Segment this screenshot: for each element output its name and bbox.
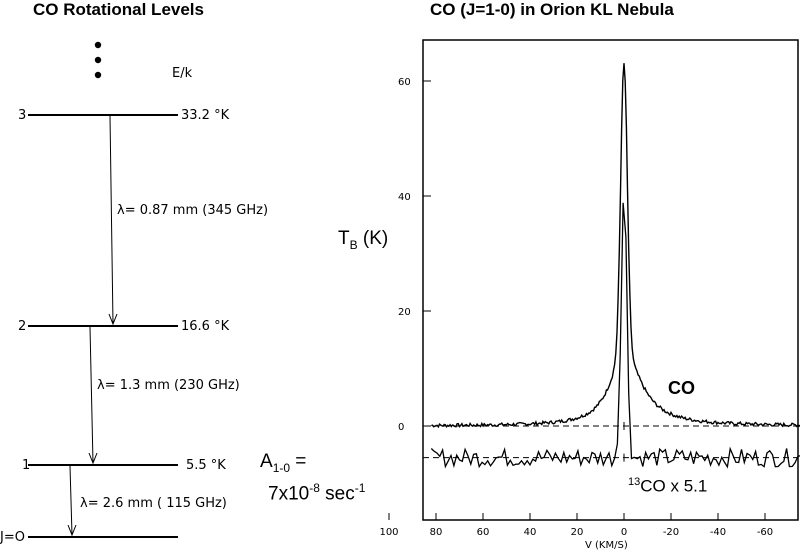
- y-tick-label: 40: [398, 192, 411, 203]
- x-axis-label: V (KM/S): [585, 540, 628, 551]
- arrow-1-0: [67, 465, 77, 537]
- arrow-3-2: [108, 115, 118, 326]
- x-tick-label: -60: [757, 527, 773, 538]
- y-tick-label: 20: [398, 307, 411, 318]
- energy-header: E/k: [172, 66, 193, 81]
- level-j-1: 1: [22, 458, 31, 473]
- x-tick-label: 60: [477, 527, 490, 538]
- x-tick-label: 100: [379, 527, 398, 538]
- transition-label-3-2: λ= 0.87 mm (345 GHz): [117, 203, 269, 218]
- x-tick-label: -40: [710, 527, 726, 538]
- ellipsis-dot: [94, 71, 102, 79]
- level-energy-3: 33.2 °K: [181, 108, 230, 123]
- level-j-0: J=O: [0, 530, 25, 545]
- x-tick-label: 0: [621, 527, 627, 538]
- plot-frame: [422, 39, 799, 521]
- ellipsis-dot: [94, 41, 102, 49]
- x-tick-label: 80: [430, 527, 443, 538]
- transition-label-2-1: λ= 1.3 mm (230 GHz): [97, 378, 240, 393]
- transition-label-1-0: λ= 2.6 mm ( 115 GHz): [80, 496, 227, 511]
- y-axis-label: TB (K): [338, 228, 389, 252]
- x-tick-label: 40: [524, 527, 537, 538]
- co13-series-line: [430, 202, 800, 469]
- x-tick-label: 20: [571, 527, 584, 538]
- x-tick-label: -20: [663, 527, 679, 538]
- ellipsis-dot: [94, 56, 102, 64]
- y-tick-label: 60: [398, 77, 411, 88]
- right-title: CO (J=1-0) in Orion KL Nebula: [430, 0, 674, 19]
- y-tick-label: 0: [398, 422, 404, 433]
- co13-series-label: 13CO x 5.1: [628, 476, 708, 496]
- level-energy-2: 16.6 °K: [181, 319, 230, 334]
- co-series-label: CO: [668, 378, 695, 398]
- level-j-3: 3: [18, 108, 27, 123]
- co-series-line: [431, 63, 800, 429]
- level-j-2: 2: [18, 319, 27, 334]
- einstein-a-value: 7x10-8 sec-1: [268, 481, 366, 505]
- level-energy-1: 5.5 °K: [186, 458, 226, 473]
- chart-axes: [422, 39, 799, 521]
- einstein-a-label: A1-0 =: [260, 451, 307, 475]
- left-title: CO Rotational Levels: [33, 0, 204, 19]
- arrow-2-1: [88, 326, 98, 465]
